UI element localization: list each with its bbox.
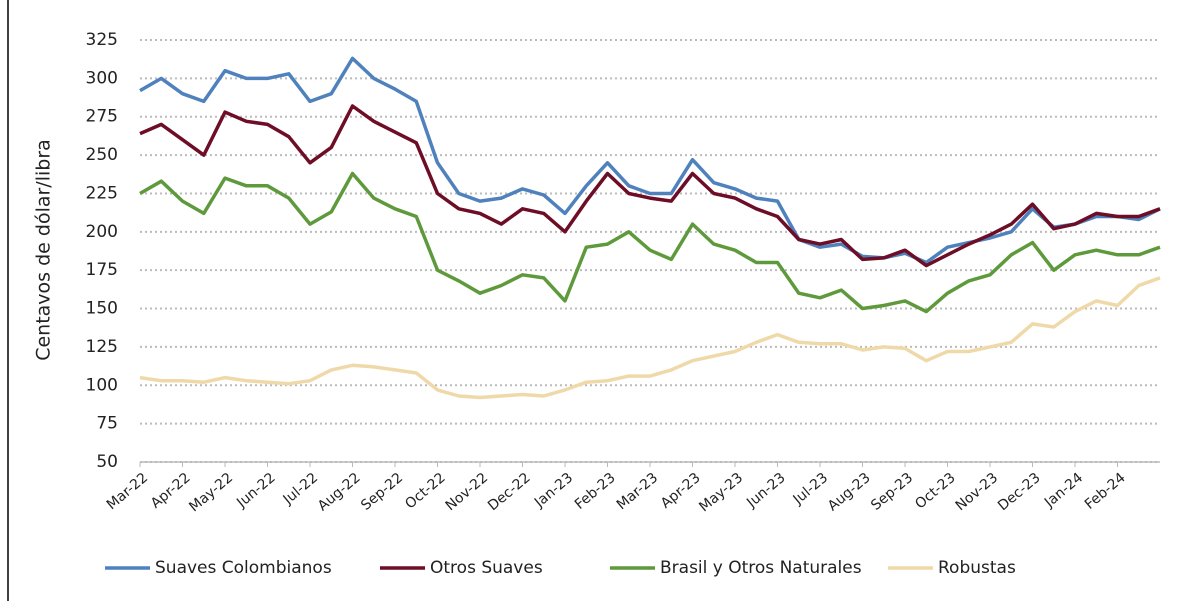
x-tick-label: Feb-24 xyxy=(1082,470,1129,513)
x-tick-label: Aug-22 xyxy=(315,470,364,515)
y-axis-label: Centavos de dólar/libra xyxy=(33,139,55,361)
y-tick-label: 75 xyxy=(96,414,118,434)
x-tick-label: Aug-23 xyxy=(825,470,874,515)
x-tick-label: May-23 xyxy=(696,470,746,515)
x-tick-label: Jun-23 xyxy=(743,470,788,512)
x-tick-label: Jan-24 xyxy=(1041,470,1086,512)
series-line xyxy=(139,104,1161,268)
legend-label: Otros Suaves xyxy=(430,558,543,578)
legend-label: Brasil y Otros Naturales xyxy=(660,558,862,578)
x-tick-label: Oct-23 xyxy=(912,470,958,513)
x-tick-label: Nov-22 xyxy=(443,470,491,514)
x-tick-label: Dec-22 xyxy=(485,470,534,514)
x-tick-label: Sep-22 xyxy=(358,470,406,514)
x-tick-label: May-22 xyxy=(186,470,236,515)
y-tick-label: 325 xyxy=(86,30,118,50)
series-line xyxy=(139,56,1161,265)
x-tick-label: Mar-23 xyxy=(614,470,661,513)
y-tick-label: 250 xyxy=(86,145,118,165)
legend-label: Robustas xyxy=(938,558,1016,578)
series-line xyxy=(139,276,1161,400)
x-tick-label: Sep-23 xyxy=(868,470,916,514)
x-tick-label: Dec-23 xyxy=(995,470,1044,514)
y-tick-label: 150 xyxy=(86,299,118,319)
series-line xyxy=(139,171,1161,314)
x-tick-label: Jan-23 xyxy=(531,470,576,511)
x-tick-label: Apr-23 xyxy=(658,470,704,512)
y-tick-label: 300 xyxy=(86,68,118,88)
x-tick-label: Mar-22 xyxy=(104,470,151,513)
x-tick-label: Oct-22 xyxy=(402,470,448,513)
x-tick-label: Jun-22 xyxy=(233,470,278,512)
x-tick-label: Feb-23 xyxy=(572,470,619,513)
x-tick-label: Apr-22 xyxy=(148,470,194,512)
y-tick-label: 50 xyxy=(96,452,118,472)
y-tick-label: 225 xyxy=(86,183,118,203)
y-tick-label: 175 xyxy=(86,260,118,280)
legend-label: Suaves Colombianos xyxy=(155,558,332,578)
x-tick-label: Nov-23 xyxy=(953,470,1001,514)
y-tick-label: 275 xyxy=(86,107,118,127)
y-tick-label: 200 xyxy=(86,222,118,242)
y-tick-label: 125 xyxy=(86,337,118,357)
y-tick-label: 100 xyxy=(86,375,118,395)
